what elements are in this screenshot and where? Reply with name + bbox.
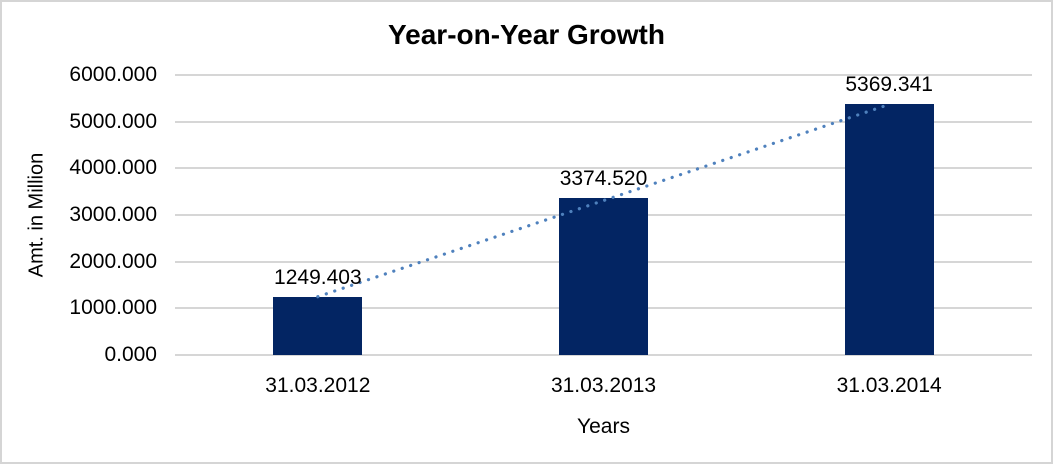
x-axis-title: Years: [577, 415, 630, 438]
bar-31.03.2014: [844, 104, 934, 355]
category-label: 31.03.2013: [550, 374, 657, 397]
y-axis-tick-label: 1000.000: [69, 296, 157, 320]
y-axis-tick-label: 2000.000: [69, 249, 157, 273]
bar-31.03.2012: [273, 296, 363, 355]
bar-31.03.2013: [559, 197, 648, 355]
category-label: 31.03.2014: [836, 374, 942, 397]
data-label: 1249.403: [274, 265, 362, 289]
gridline: [175, 74, 1032, 76]
y-axis-tick-label: 5000.000: [69, 109, 157, 133]
y-axis-tick-label: 4000.000: [69, 156, 157, 180]
data-label: 3374.520: [559, 166, 648, 190]
gridline: [175, 354, 1032, 356]
y-axis-tick-label: 6000.000: [69, 63, 157, 86]
y-axis-tick-label: 0.000: [104, 343, 157, 366]
data-label: 5369.341: [845, 73, 933, 97]
category-label: 31.03.2012: [265, 374, 371, 397]
y-axis-tick-label: 3000.000: [69, 203, 157, 226]
chart-title: Year-on-Year Growth: [388, 19, 665, 50]
